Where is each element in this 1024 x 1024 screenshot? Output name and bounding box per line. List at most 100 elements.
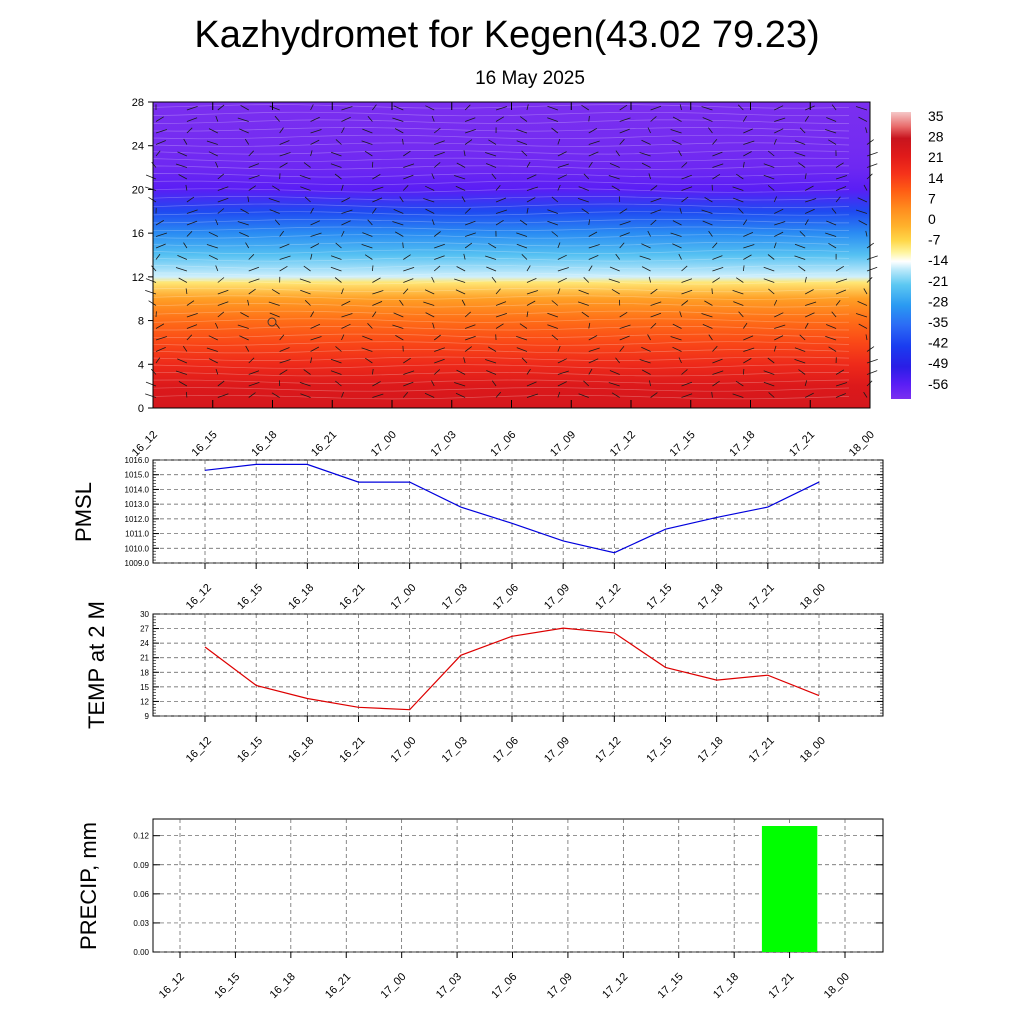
wind-barb xyxy=(330,255,342,260)
wind-barb xyxy=(432,322,435,329)
wind-barb xyxy=(431,380,435,387)
wind-barb xyxy=(215,219,219,226)
wind-barb xyxy=(399,299,404,306)
wind-barb xyxy=(178,174,188,180)
x-tick-label: 16_21 xyxy=(337,582,367,612)
wind-barb xyxy=(434,140,445,145)
wind-barb xyxy=(588,347,600,352)
colorbar-label: -49 xyxy=(928,355,948,371)
wind-barb xyxy=(835,265,845,272)
wind-barb xyxy=(863,288,868,295)
wind-barb xyxy=(217,301,229,306)
wind-barb xyxy=(279,243,290,249)
wind-barb xyxy=(805,301,817,306)
wind-barb xyxy=(145,290,157,295)
wind-barb xyxy=(805,312,815,318)
wind-barb xyxy=(557,242,561,249)
contour-line xyxy=(152,165,850,170)
wind-barb xyxy=(186,334,193,341)
x-tick-label: 16_12 xyxy=(130,429,160,459)
wind-barb xyxy=(519,323,528,329)
wind-barb xyxy=(768,288,775,295)
contour-line xyxy=(152,379,850,384)
wind-barb xyxy=(551,300,559,306)
wind-barb xyxy=(393,312,404,318)
wind-barb xyxy=(155,220,165,226)
wind-barb xyxy=(681,369,688,375)
wind-barb xyxy=(704,197,713,203)
wind-barb xyxy=(835,162,844,168)
wind-barb xyxy=(488,139,497,145)
contour-line xyxy=(152,188,850,193)
y-tick-label: 28 xyxy=(132,97,144,109)
wind-barb xyxy=(547,324,559,329)
wind-barb xyxy=(743,232,754,237)
wind-barb xyxy=(361,244,373,249)
wind-barb xyxy=(145,186,157,191)
wind-barb xyxy=(334,277,342,283)
x-tick-label: 16_21 xyxy=(337,735,367,765)
pmsl-frame xyxy=(152,459,884,564)
wind-barb xyxy=(245,242,250,249)
wind-barb xyxy=(269,105,280,111)
wind-barb xyxy=(279,152,291,157)
wind-barb xyxy=(712,163,724,168)
wind-barb xyxy=(804,173,807,180)
wind-barb xyxy=(394,128,404,134)
wind-barb xyxy=(461,196,466,203)
contour-line xyxy=(152,287,850,293)
temp-frame xyxy=(152,613,884,717)
wind-barb xyxy=(835,289,847,295)
contour-line xyxy=(152,203,850,208)
wind-barb xyxy=(456,162,466,168)
wind-barb xyxy=(279,230,285,237)
wind-barb xyxy=(526,381,537,387)
wind-barb xyxy=(362,335,373,341)
pmsl-ylabel: PMSL xyxy=(71,482,96,542)
wind-barb xyxy=(516,243,528,249)
wind-barb xyxy=(433,231,441,237)
wind-barb xyxy=(681,289,693,295)
wind-barb xyxy=(650,301,662,306)
wind-barb xyxy=(300,289,311,295)
wind-barb xyxy=(310,220,320,226)
wind-barb xyxy=(712,151,723,157)
wind-barb xyxy=(738,208,744,214)
wind-barb xyxy=(774,208,784,214)
wind-barb xyxy=(455,392,466,398)
wind-barb xyxy=(182,345,188,352)
wind-barb xyxy=(299,278,311,283)
wind-barb xyxy=(702,220,713,226)
wind-barb xyxy=(155,253,161,260)
wind-barb xyxy=(641,346,651,352)
wind-barb xyxy=(708,334,713,341)
wind-barb xyxy=(341,300,351,306)
contour-line xyxy=(152,127,850,132)
wind-barb xyxy=(670,336,682,341)
wind-barb xyxy=(521,254,528,260)
wind-barb xyxy=(583,173,590,180)
wind-barb xyxy=(608,382,620,387)
wind-barb xyxy=(681,393,693,398)
wind-barb xyxy=(639,359,651,364)
wind-barb xyxy=(402,242,404,249)
wind-barb xyxy=(681,162,688,168)
wind-barb xyxy=(372,174,381,180)
wind-barb xyxy=(310,207,314,214)
wind-barb xyxy=(423,301,435,306)
wind-barb xyxy=(583,380,590,387)
wind-barb xyxy=(215,368,219,375)
wind-barb xyxy=(372,207,377,214)
wind-barb xyxy=(403,370,415,375)
wind-barb xyxy=(486,163,497,168)
wind-barb xyxy=(247,299,250,306)
cross-section-y-axis: 0 4 8 12 16 20 24 28 xyxy=(132,97,153,415)
temp-series-line xyxy=(204,627,820,711)
wind-barb xyxy=(303,265,311,272)
x-tick-label: 16_18 xyxy=(286,582,316,612)
wind-barb xyxy=(773,299,778,306)
wind-barb xyxy=(650,105,662,111)
wind-barb xyxy=(217,104,225,111)
colorbar-label: -56 xyxy=(928,376,948,392)
wind-barb xyxy=(279,255,291,260)
